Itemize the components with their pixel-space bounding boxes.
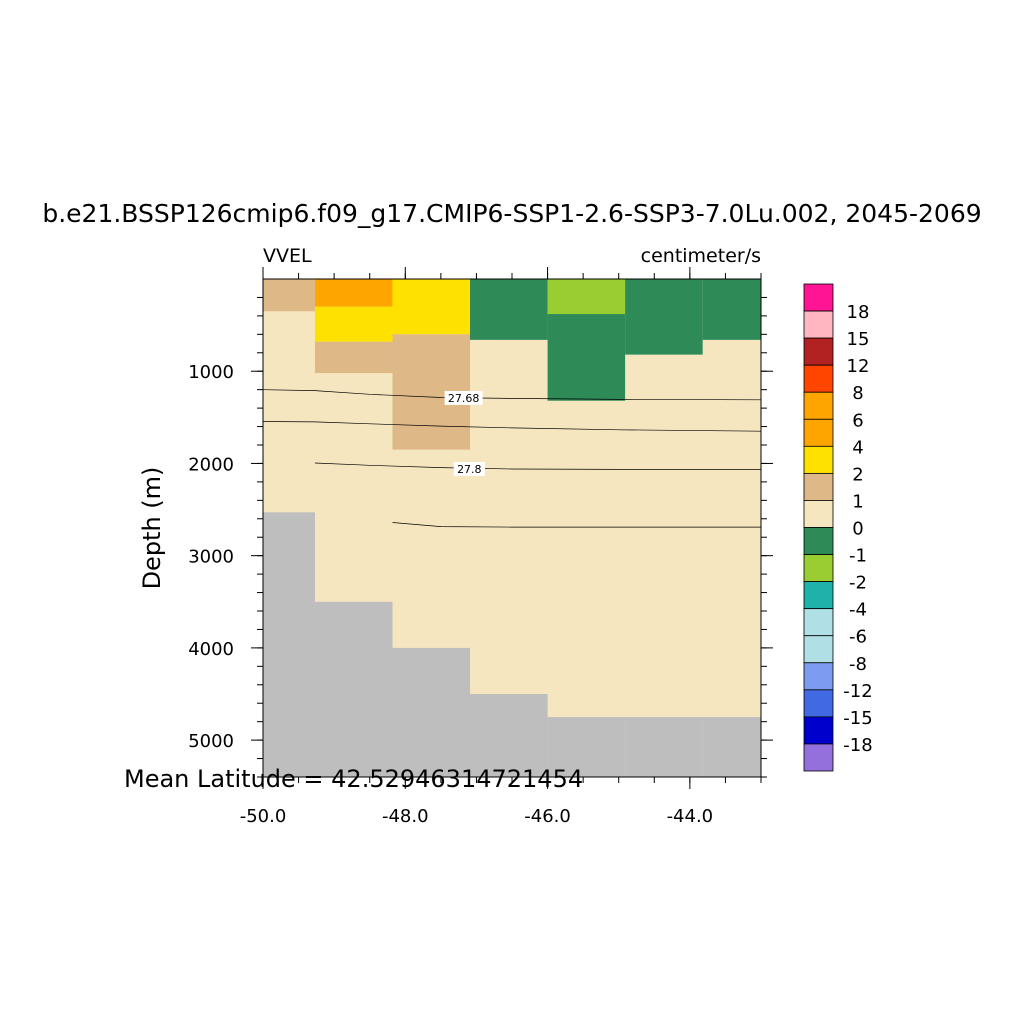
y-tick-label-3: 4000 — [188, 639, 234, 660]
colorbar-label-6: 2 — [852, 464, 863, 485]
colorbar-box-1 — [803, 310, 834, 339]
colorbar-box-4 — [803, 391, 834, 420]
land-mask-4 — [547, 717, 626, 777]
colorbar-box-14 — [803, 662, 834, 691]
colorbar-box-6 — [803, 445, 834, 474]
x-tick-label-3: -44.0 — [667, 806, 714, 827]
data-cell-0 — [263, 279, 315, 312]
contour-label-box-0 — [444, 390, 483, 405]
colorbar-label-15: -15 — [843, 708, 872, 729]
colorbar-box-12 — [803, 608, 834, 637]
plot-area: 27.68 27.8 -50.0 -48.0 -46.0 -44.0 1000 2000 30… — [188, 267, 773, 827]
contour-label-box-2 — [453, 461, 485, 476]
colorbar-label-1: 15 — [847, 329, 870, 350]
land-mask-3 — [470, 694, 548, 777]
colorbar-box-16 — [803, 716, 834, 745]
colorbar-label-8: 0 — [852, 519, 863, 540]
land-mask-1 — [314, 601, 393, 777]
colorbar-box-2 — [803, 337, 834, 366]
land-mask-6 — [702, 717, 761, 777]
y-axis-label: Depth (m) — [138, 467, 166, 590]
colorbar-box-15 — [803, 689, 834, 718]
land-mask-0 — [263, 512, 315, 777]
contour-label-0: 27.68 — [448, 392, 480, 405]
colorbar-label-14: -12 — [843, 681, 872, 702]
colorbar-box-5 — [803, 418, 834, 447]
y-tick-label-0: 1000 — [188, 362, 234, 383]
y-tick-label-4: 5000 — [188, 731, 234, 752]
x-tick-label-1: -48.0 — [382, 806, 429, 827]
x-tick-label-0: -50.0 — [240, 806, 287, 827]
data-cell-10 — [702, 279, 761, 340]
contour-label-2: 27.8 — [457, 463, 482, 476]
y-tick-label-2: 3000 — [188, 547, 234, 568]
contour-line-3 — [392, 522, 761, 528]
data-cell-1 — [314, 279, 393, 307]
data-cell-4 — [392, 279, 471, 335]
colorbar-box-3 — [803, 364, 834, 393]
y-tick-label-1: 2000 — [188, 454, 234, 475]
colorbar-box-10 — [803, 554, 834, 583]
colorbar-box-0 — [803, 283, 834, 312]
colorbar-label-2: 12 — [847, 356, 870, 377]
x-tick-label-2: -46.0 — [524, 806, 571, 827]
data-cell-8 — [547, 314, 626, 401]
colorbar-label-4: 6 — [852, 410, 863, 431]
colorbar-box-17 — [803, 743, 834, 772]
colorbar-label-0: 18 — [847, 302, 870, 323]
land-mask-5 — [625, 717, 703, 777]
colorbar-box-11 — [803, 581, 834, 610]
colorbar-label-13: -8 — [849, 654, 867, 675]
mean-latitude-label: Mean Latitude = 42.52946314721454 — [124, 765, 583, 793]
colorbar-label-3: 8 — [852, 383, 863, 404]
colorbar-label-12: -6 — [849, 627, 867, 648]
colorbar-label-5: 4 — [852, 437, 863, 458]
data-cell-2 — [314, 306, 393, 342]
colorbar-box-8 — [803, 500, 834, 528]
colorbar-label-16: -18 — [843, 735, 872, 756]
colorbar-label-10: -2 — [849, 573, 867, 594]
colorbar: 18 15 12 8 6 4 2 1 0 -1 -2 -4 -6 -8 -12 -15 -18 — [803, 283, 873, 772]
colorbar-label-7: 1 — [852, 491, 863, 512]
chart-title: b.e21.BSSP126cmip6.f09_g17.CMIP6-SSP1-2.… — [42, 199, 981, 228]
data-cell-3 — [314, 341, 393, 374]
colorbar-box-7 — [803, 472, 834, 501]
data-cell-9 — [625, 279, 703, 355]
data-cell-6 — [470, 279, 548, 340]
colorbar-box-9 — [803, 527, 834, 555]
units-label: centimeter/s — [641, 245, 761, 267]
contour-line-0 — [262, 389, 762, 401]
data-cell-7 — [547, 279, 626, 315]
colorbar-label-11: -4 — [849, 600, 867, 621]
contour-line-1 — [262, 421, 762, 432]
land-mask-2 — [392, 647, 471, 777]
colorbar-box-13 — [803, 635, 834, 664]
colorbar-label-9: -1 — [849, 546, 867, 567]
variable-label: VVEL — [263, 245, 312, 267]
